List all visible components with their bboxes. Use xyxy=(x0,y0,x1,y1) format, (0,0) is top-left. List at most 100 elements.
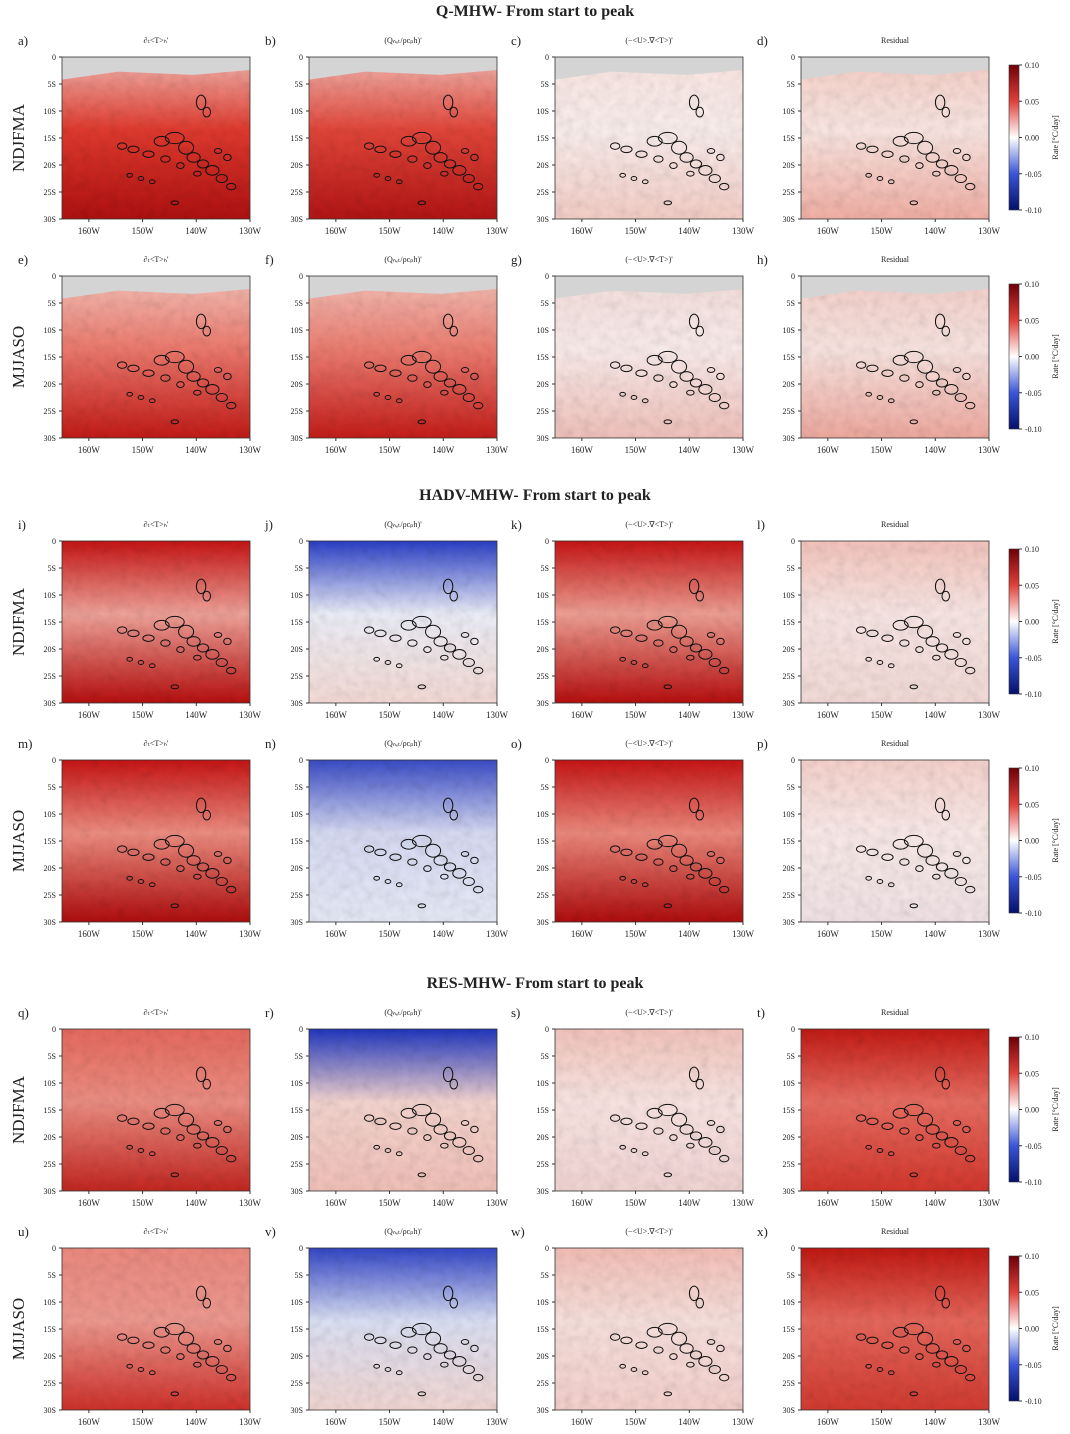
island-contour xyxy=(635,150,648,158)
island-contour xyxy=(630,660,638,665)
island-contour xyxy=(881,634,894,642)
lon-tick-label: 140W xyxy=(924,1417,947,1427)
island-contour xyxy=(954,1145,967,1156)
panel-title: (−<U>.∇<T>)' xyxy=(625,1227,673,1236)
lon-tick-label: 130W xyxy=(732,445,755,455)
lat-tick-label: 20S xyxy=(783,380,795,389)
lat-tick-label: 30S xyxy=(537,1406,549,1415)
lat-tick-label: 25S xyxy=(783,1160,795,1169)
island-contour xyxy=(440,1142,449,1149)
island-contour xyxy=(646,354,663,366)
island-contour xyxy=(909,1391,919,1397)
island-contour xyxy=(153,838,170,850)
lat-tick-label: 5S xyxy=(541,564,549,573)
island-contour xyxy=(186,152,201,163)
island-contour xyxy=(213,1120,223,1126)
island-contour xyxy=(186,636,201,647)
island-contour xyxy=(671,359,688,374)
lat-tick-label: 30S xyxy=(783,1187,795,1196)
lon-tick-label: 150W xyxy=(625,445,648,455)
lat-tick-label: 15S xyxy=(44,837,56,846)
lat-tick-label: 30S xyxy=(537,434,549,443)
lon-tick-label: 160W xyxy=(78,445,101,455)
lat-tick-label: 30S xyxy=(291,1406,303,1415)
island-contour xyxy=(909,419,919,425)
island-contour xyxy=(899,1346,910,1354)
island-contour xyxy=(952,851,962,857)
panel-letter: f) xyxy=(265,252,274,267)
island-contour xyxy=(195,94,207,111)
island-contour xyxy=(941,1078,951,1090)
lat-tick-label: 30S xyxy=(44,699,56,708)
island-contour xyxy=(965,182,976,191)
island-contour xyxy=(384,660,392,665)
island-contour xyxy=(609,1333,621,1341)
island-contour xyxy=(116,845,128,853)
lon-tick-label: 150W xyxy=(132,1417,155,1427)
lat-tick-label: 10S xyxy=(44,107,56,116)
island-contour xyxy=(389,634,402,642)
island-contour xyxy=(160,1127,171,1135)
island-contour xyxy=(686,1142,695,1149)
colorbar-tick-label: -0.05 xyxy=(1025,389,1042,398)
colorbar-label: Rate [°C/day] xyxy=(1051,115,1060,160)
island-contour xyxy=(384,176,392,181)
lon-tick-label: 130W xyxy=(239,226,262,236)
island-contour xyxy=(935,862,949,872)
island-contour xyxy=(195,313,207,330)
lon-tick-label: 160W xyxy=(817,710,840,720)
lat-tick-label: 0 xyxy=(52,272,56,281)
island-contour xyxy=(442,1285,454,1302)
lat-tick-label: 25S xyxy=(291,407,303,416)
island-contour xyxy=(374,145,387,154)
island-contour xyxy=(635,634,648,642)
lat-tick-label: 0 xyxy=(52,1244,56,1253)
lat-tick-label: 15S xyxy=(537,618,549,627)
island-contour xyxy=(932,1361,941,1368)
island-contour xyxy=(934,1066,946,1083)
island-contour xyxy=(646,135,663,147)
section-title: Q-MHW- From start to peak xyxy=(436,3,634,20)
lat-tick-label: 15S xyxy=(537,837,549,846)
lon-tick-label: 150W xyxy=(132,929,155,939)
island-contour xyxy=(223,637,232,646)
lon-tick-label: 150W xyxy=(132,445,155,455)
colorbar-tick-label: 0.05 xyxy=(1025,800,1039,809)
lat-tick-label: 0 xyxy=(545,1025,549,1034)
island-contour xyxy=(679,636,694,647)
island-contour xyxy=(686,170,695,177)
island-contour xyxy=(899,155,910,163)
lat-tick-label: 0 xyxy=(52,756,56,765)
lat-tick-label: 10S xyxy=(44,1298,56,1307)
island-contour xyxy=(170,903,180,909)
island-contour xyxy=(473,182,484,191)
lat-tick-label: 0 xyxy=(791,272,795,281)
lat-tick-label: 15S xyxy=(783,1325,795,1334)
island-contour xyxy=(689,643,703,653)
island-contour xyxy=(653,1127,664,1135)
lat-tick-label: 20S xyxy=(44,1352,56,1361)
island-contour xyxy=(127,1336,140,1345)
island-contour xyxy=(719,182,730,191)
colorbar-label: Rate [°C/day] xyxy=(1051,818,1060,863)
lon-tick-label: 130W xyxy=(486,1198,509,1208)
island-contour xyxy=(688,578,700,595)
island-contour xyxy=(899,639,910,647)
island-contour xyxy=(892,838,909,850)
island-contour xyxy=(688,797,700,814)
panel-title: ∂ₜ<T>ₕ' xyxy=(144,1227,169,1236)
island-contour xyxy=(635,369,648,377)
lat-tick-label: 5S xyxy=(295,1271,303,1280)
island-contour xyxy=(688,1066,700,1083)
panel-letter: c) xyxy=(511,33,521,48)
island-contour xyxy=(679,371,694,382)
lon-tick-label: 160W xyxy=(571,226,594,236)
colorbar xyxy=(1008,1036,1020,1183)
island-contour xyxy=(449,325,459,337)
island-contour xyxy=(443,159,457,169)
island-contour xyxy=(433,152,448,163)
lat-tick-label: 10S xyxy=(291,810,303,819)
island-contour xyxy=(363,142,375,150)
island-contour xyxy=(917,359,934,374)
lat-tick-label: 0 xyxy=(299,1244,303,1253)
